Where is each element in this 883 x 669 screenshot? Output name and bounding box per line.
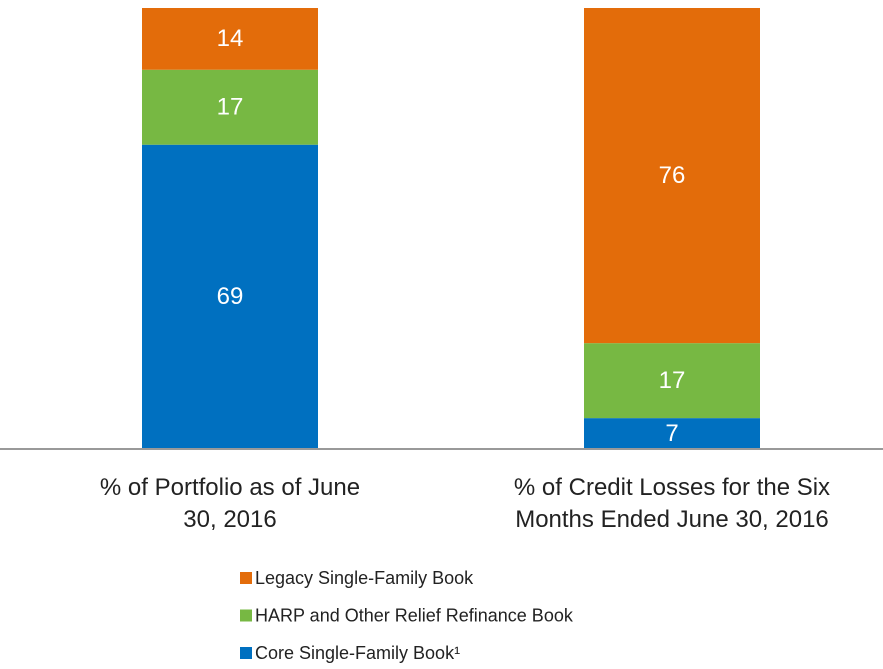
data-label: 17: [659, 367, 686, 394]
bar-segment: [584, 343, 760, 419]
legend-swatch: [240, 609, 252, 622]
bar-segment: [584, 418, 760, 449]
legend-swatch: [240, 572, 252, 584]
legend-label: HARP and Other Relief Refinance Book: [255, 605, 574, 625]
data-label: 17: [217, 94, 244, 121]
bar-segment: [142, 8, 318, 70]
bar-segment: [142, 144, 318, 449]
bar-segment: [142, 69, 318, 145]
data-label: 76: [659, 162, 686, 189]
bar-segment: [584, 8, 760, 344]
data-label: 7: [665, 420, 678, 447]
x-tick-label: % of Portfolio as of June 30, 2016: [99, 474, 361, 533]
x-tick-label: % of Credit Losses for the Six Months En…: [513, 474, 831, 533]
legend-swatch: [240, 647, 252, 659]
legend-label: Core Single-Family Book¹: [255, 643, 460, 663]
data-label: 14: [217, 25, 244, 52]
legend-label: Legacy Single-Family Book: [255, 568, 474, 588]
data-label: 69: [217, 283, 244, 310]
